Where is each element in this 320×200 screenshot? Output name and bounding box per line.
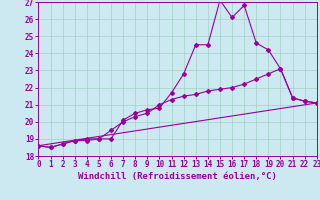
- X-axis label: Windchill (Refroidissement éolien,°C): Windchill (Refroidissement éolien,°C): [78, 172, 277, 181]
